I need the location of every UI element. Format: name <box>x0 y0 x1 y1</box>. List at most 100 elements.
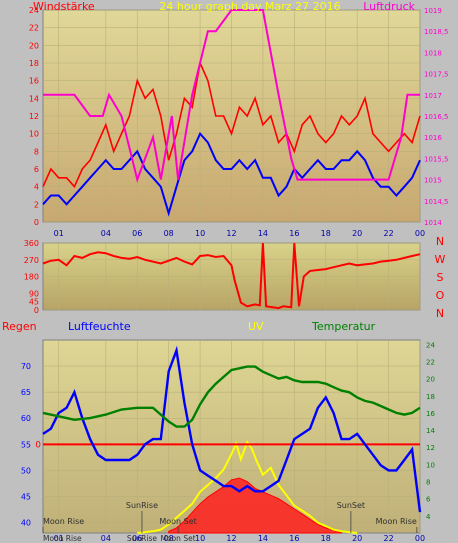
astro-marker-label: SunRise <box>126 501 158 510</box>
wind-tick-label: 2 <box>34 200 39 209</box>
temperature-tick-label: 8 <box>426 479 430 487</box>
humidity-tick-label: 60 <box>21 414 31 423</box>
direction-tick-label: 270 <box>24 256 39 265</box>
series-pressure-line <box>43 9 420 183</box>
wind-x-tick-label: 14 <box>258 229 268 238</box>
humidity-x-tick-label: 06 <box>132 534 142 543</box>
humidity-x-tick-label: 01 <box>54 534 64 543</box>
humidity-x-tick-label: 18 <box>321 534 331 543</box>
humidity-x-tick-label: 08 <box>164 534 174 543</box>
humidity-x-tick-label: 14 <box>258 534 268 543</box>
pressure-tick-label: 1017,5 <box>424 71 449 79</box>
direction-tick-label: 90 <box>29 289 39 298</box>
humidity-tick-label: 40 <box>21 519 31 528</box>
wind-tick-label: 12 <box>29 112 39 121</box>
wind-x-tick-label: 06 <box>132 229 142 238</box>
series-uv-line <box>137 439 358 534</box>
humidity-label: Luftfeuchte <box>68 320 131 333</box>
direction-grid <box>43 242 421 311</box>
temperature-tick-label: 14 <box>426 427 435 435</box>
pressure-tick-label: 1017 <box>424 92 442 100</box>
pressure-tick-label: 1014,5 <box>424 198 449 206</box>
wind-tick-label: 4 <box>34 183 39 192</box>
wind-tick-label: 8 <box>34 147 39 156</box>
wind-x-tick-label: 20 <box>352 229 362 238</box>
wind-x-tick-label: 04 <box>101 229 111 238</box>
wind-tick-label: 18 <box>29 59 39 68</box>
wind-tick-label: 22 <box>29 24 39 33</box>
series-temperature-line <box>42 365 421 428</box>
temperature-tick-label: 6 <box>426 496 431 504</box>
pressure-axis-label: Luftdruck <box>363 0 415 13</box>
pressure-tick-label: 1019 <box>424 7 442 15</box>
wind-x-tick-label: 10 <box>195 229 205 238</box>
astro-bottom-label: SunRise <box>127 534 157 543</box>
rain-label: Regen <box>2 320 37 333</box>
wind-x-tick-label: 16 <box>289 229 299 238</box>
humidity-tick-label: 65 <box>21 388 31 397</box>
humidity-left-axis: 40 45 50 55 60 65 70 <box>21 362 31 527</box>
compass-label: S <box>437 271 444 284</box>
humidity-x-tick-label: 16 <box>289 534 299 543</box>
pressure-tick-label: 1016 <box>424 134 442 142</box>
temperature-tick-label: 18 <box>426 393 435 401</box>
astro-marker-label: Moon Rise <box>376 517 417 526</box>
astro-marker-label: Moon Set <box>159 517 196 526</box>
pressure-tick-label: 1018 <box>424 49 442 57</box>
wind-x-tick-label: 01 <box>54 229 64 238</box>
wind-tick-label: 24 <box>29 6 39 15</box>
astro-bottom-label: Moon Rise <box>43 534 82 543</box>
compass-label: W <box>435 253 446 266</box>
temperature-tick-label: 22 <box>426 358 435 366</box>
wind-tick-label: 16 <box>29 77 39 86</box>
temperature-right-axis: 4 6 8 10 12 14 16 18 20 22 24 <box>426 341 435 521</box>
wind-axis-label: Windstärke <box>33 0 95 13</box>
wind-x-axis: 01 04 06 08 10 12 14 16 18 20 22 00 <box>54 229 425 238</box>
wind-tick-label: 10 <box>29 130 39 139</box>
humidity-tick-label: 45 <box>21 492 31 501</box>
astro-marker-label: Moon Rise <box>43 517 84 526</box>
humidity-x-tick-label: 00 <box>415 534 425 543</box>
direction-tick-label: 45 <box>29 298 39 307</box>
humidity-x-tick-label: 10 <box>195 534 205 543</box>
temperature-tick-label: 10 <box>426 461 435 469</box>
wind-tick-label: 20 <box>29 41 39 50</box>
pressure-tick-label: 1015 <box>424 177 442 185</box>
compass-label: N <box>436 235 444 248</box>
wind-x-tick-label: 08 <box>164 229 174 238</box>
wind-tick-label: 6 <box>34 165 39 174</box>
humidity-tick-label: 70 <box>21 362 31 371</box>
temperature-label: Temperatur <box>311 320 376 333</box>
pressure-tick-label: 1014 <box>424 219 442 227</box>
humidity-x-tick-label: 20 <box>352 534 362 543</box>
series-direction-line <box>42 242 421 310</box>
direction-tick-label: 360 <box>24 239 39 248</box>
wind-x-tick-label: 00 <box>415 229 425 238</box>
humidity-x-tick-label: 04 <box>101 534 111 543</box>
rain-tick-label: 0 <box>35 440 41 450</box>
wind-chart-title: 24 hour graph day Marz 27 2016 <box>159 0 340 13</box>
pressure-tick-label: 1016,5 <box>424 113 449 121</box>
compass-label: N <box>436 307 444 320</box>
direction-tick-label: 0 <box>34 306 39 315</box>
temperature-tick-label: 16 <box>426 410 435 418</box>
compass-label: O <box>436 289 445 302</box>
pressure-tick-label: 1018,5 <box>424 28 449 36</box>
humidity-tick-label: 50 <box>21 466 31 475</box>
temperature-tick-label: 12 <box>426 444 435 452</box>
humidity-x-tick-label: 12 <box>226 534 236 543</box>
series-humidity-line <box>42 345 422 513</box>
uv-label: UV <box>248 320 264 333</box>
humidity-x-axis: 01 04 06 08 10 12 14 16 18 20 22 00 <box>54 534 425 543</box>
series-wind-line <box>42 131 421 217</box>
wind-x-tick-label: 22 <box>383 229 393 238</box>
direction-tick-label: 180 <box>24 273 39 282</box>
temperature-tick-label: 20 <box>426 376 435 384</box>
wind-x-tick-label: 12 <box>226 229 236 238</box>
